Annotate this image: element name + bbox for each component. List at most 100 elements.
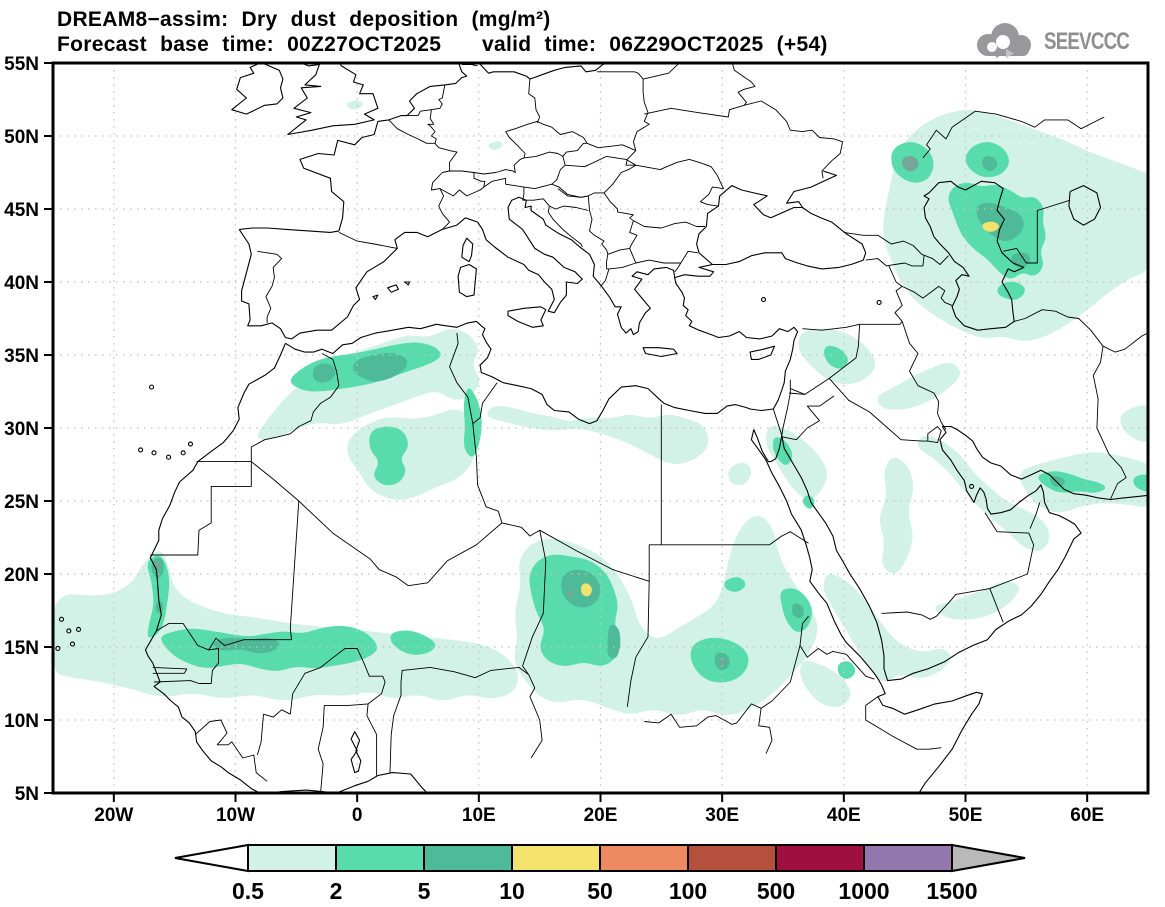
country-border [603, 164, 637, 194]
country-border [772, 408, 783, 436]
small-island-dot [138, 447, 144, 453]
country-border [388, 119, 458, 230]
country-border [528, 79, 541, 124]
coastline [1068, 185, 1102, 226]
small-island-dot [69, 641, 76, 647]
country-border [523, 142, 588, 159]
country-border [400, 666, 529, 696]
country-border [338, 231, 398, 249]
dust-contour [487, 405, 709, 465]
legend-right-arrow [951, 843, 1026, 873]
x-axis-label: 60E [1070, 805, 1104, 826]
dust-contour [728, 462, 752, 486]
x-axis-label: 50E [949, 805, 983, 826]
dust-contour [724, 577, 746, 592]
legend-label: 1500 [926, 878, 977, 904]
legend-segment [687, 844, 777, 872]
dust-contour [824, 345, 848, 369]
dust-contour [369, 426, 408, 486]
dust-contour [879, 457, 913, 574]
country-border [522, 530, 547, 675]
country-border [1102, 332, 1148, 353]
small-island-dot [149, 384, 155, 390]
legend-segment [247, 844, 337, 872]
legend-label: 100 [669, 878, 707, 904]
dust-contour [488, 141, 503, 150]
y-axis-label: 50N [4, 127, 39, 148]
country-border [389, 695, 402, 773]
small-island-dot [151, 450, 157, 456]
country-border [644, 703, 762, 728]
country-border [251, 461, 409, 587]
legend-label: 0.5 [232, 878, 264, 904]
country-border [505, 120, 588, 144]
dust-contour [791, 603, 804, 619]
seevccc-logo: SEEVCCC [968, 20, 1153, 64]
coastline [239, 63, 468, 233]
dust-contour [347, 409, 480, 500]
x-axis-label: 0 [352, 805, 363, 826]
country-border [317, 705, 325, 792]
country-border [557, 188, 605, 198]
dust-contour [800, 660, 851, 708]
coastline [753, 429, 783, 463]
island-outline [387, 284, 400, 293]
country-border [449, 170, 525, 201]
small-island-dot [969, 483, 975, 489]
logo-text: SEEVCCC [1043, 28, 1130, 55]
cloud-logo-icon [976, 23, 1031, 58]
y-axis-label: 5N [15, 784, 39, 805]
island-outline [642, 347, 678, 358]
small-island-dot [55, 645, 61, 652]
dust-contour [1120, 405, 1148, 442]
dust-contour [802, 495, 815, 509]
dust-contour [772, 437, 793, 465]
y-axis-label: 15N [4, 638, 39, 659]
valid-time: valid time: 06Z29OCT2025 (+54) [482, 33, 828, 56]
map-content [53, 63, 1148, 793]
country-border [528, 674, 543, 759]
country-border [289, 648, 386, 715]
dust-contour [155, 561, 161, 570]
country-border [565, 155, 637, 168]
legend-segment [511, 844, 601, 872]
country-border [644, 100, 844, 179]
dust-contour [719, 659, 726, 666]
legend-label: 10 [499, 878, 525, 904]
country-border [828, 378, 928, 442]
coastline [786, 170, 838, 208]
small-island-dot [66, 628, 72, 634]
country-border [549, 205, 589, 211]
dust-contour [561, 569, 601, 608]
map-canvas: 20W 10W 0 10E 20E 30E 40E 50E 60E 55N 50N 45N 40N 35N… [4, 54, 1150, 826]
legend-label: 500 [757, 878, 795, 904]
x-axis-label: 10W [216, 805, 255, 826]
y-axis-label: 35N [4, 346, 39, 367]
coastline [285, 320, 774, 425]
dust-contour [312, 363, 336, 383]
y-axis-label: 30N [4, 419, 39, 440]
country-border [1029, 502, 1041, 529]
country-border [473, 157, 525, 175]
island-outline [749, 345, 776, 360]
coastline [231, 63, 284, 115]
country-border [263, 709, 291, 718]
country-border [587, 195, 609, 255]
country-border [989, 588, 1004, 623]
small-island-dot [760, 296, 767, 303]
dust-contour [213, 637, 280, 654]
legend-label: 50 [587, 878, 613, 904]
legend-colorbar: 0.5 2 5 10 50 100 500 1000 1500 [174, 843, 1026, 904]
country-border [431, 84, 446, 111]
legend-left-arrow [174, 843, 249, 873]
legend-label: 5 [418, 878, 431, 904]
coastline [674, 277, 799, 410]
dust-contour [53, 551, 518, 701]
island-outline [404, 281, 411, 286]
country-border [505, 131, 526, 159]
country-border [731, 63, 756, 106]
country-border [603, 192, 634, 222]
country-border [600, 262, 636, 287]
dust-contour [823, 574, 951, 682]
